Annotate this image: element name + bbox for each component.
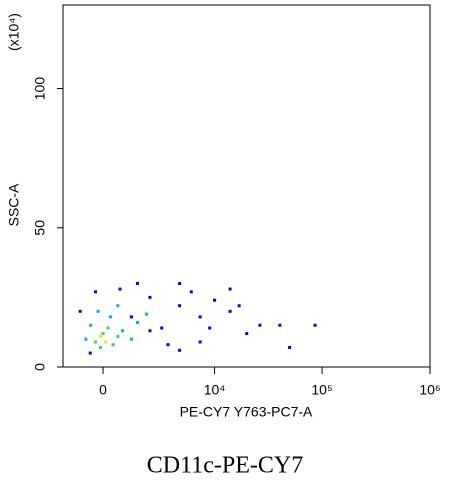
point (99, 346, 103, 350)
point (145, 312, 149, 316)
point (88, 351, 92, 355)
point (118, 287, 122, 291)
point (116, 334, 120, 338)
x-tick-label: 0 (99, 382, 107, 398)
point (178, 348, 182, 352)
x-tick-label: 10⁴ (204, 382, 226, 398)
point (213, 298, 217, 302)
point (129, 337, 133, 341)
point (148, 329, 152, 333)
point (101, 332, 105, 336)
point (258, 323, 262, 327)
point (106, 326, 110, 330)
x-axis-label: PE-CY7 Y763-PC7-A (180, 404, 313, 420)
point (111, 343, 115, 347)
point (160, 326, 164, 330)
point (198, 315, 202, 319)
y-multiplier: (x10⁴) (6, 13, 22, 51)
y-tick-label: 50 (32, 220, 48, 236)
point (313, 323, 317, 327)
plot-frame (62, 4, 431, 368)
point (178, 304, 182, 308)
point (228, 309, 232, 313)
point (198, 340, 202, 344)
point (84, 337, 88, 341)
point (228, 287, 232, 291)
point (178, 281, 182, 285)
y-tick-label: 0 (32, 363, 48, 371)
point (99, 334, 103, 338)
y-axis-label: SSC-A (6, 183, 22, 226)
point (78, 309, 82, 313)
point (94, 340, 98, 344)
point (96, 309, 100, 313)
point (237, 304, 241, 308)
point (245, 332, 249, 336)
point (129, 315, 133, 319)
point (89, 323, 93, 327)
point (288, 346, 292, 350)
point (135, 281, 139, 285)
chart-title: CD11c-PE-CY7 (147, 453, 303, 479)
point (278, 323, 282, 327)
point (189, 290, 193, 294)
x-tick-label: 10⁶ (419, 382, 440, 398)
point (116, 304, 120, 308)
point (109, 315, 113, 319)
y-tick-label: 100 (32, 77, 48, 101)
point (94, 290, 98, 294)
x-tick-label: 10⁵ (311, 382, 332, 398)
point (166, 343, 170, 347)
point (135, 320, 139, 324)
point (148, 295, 152, 299)
point (121, 329, 125, 333)
point (104, 340, 108, 344)
point (208, 326, 212, 330)
